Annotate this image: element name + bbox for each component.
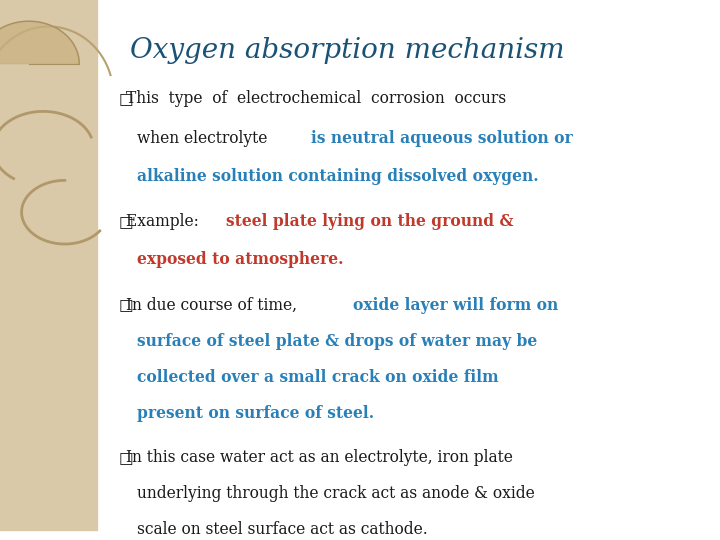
Text: □: □ [119, 449, 133, 466]
Text: underlying through the crack act as anode & oxide: underlying through the crack act as anod… [137, 485, 534, 502]
Text: alkaline solution containing dissolved oxygen.: alkaline solution containing dissolved o… [137, 168, 539, 185]
Text: □: □ [119, 213, 133, 230]
Text: present on surface of steel.: present on surface of steel. [137, 405, 374, 422]
Text: In due course of time,: In due course of time, [126, 296, 302, 314]
Bar [0, 0, 97, 530]
Text: □: □ [119, 90, 133, 107]
Text: This  type  of  electrochemical  corrosion  occurs: This type of electrochemical corrosion o… [126, 90, 506, 107]
Text: when electrolyte: when electrolyte [137, 130, 272, 147]
Text: is neutral aqueous solution or: is neutral aqueous solution or [311, 130, 573, 147]
Text: Oxygen absorption mechanism: Oxygen absorption mechanism [130, 37, 564, 64]
Text: steel plate lying on the ground &: steel plate lying on the ground & [226, 213, 514, 230]
Text: surface of steel plate & drops of water may be: surface of steel plate & drops of water … [137, 333, 537, 349]
Text: In this case water act as an electrolyte, iron plate: In this case water act as an electrolyte… [126, 449, 513, 466]
Polygon shape [0, 21, 79, 64]
Text: scale on steel surface act as cathode.: scale on steel surface act as cathode. [137, 521, 428, 538]
Text: oxide layer will form on: oxide layer will form on [353, 296, 558, 314]
Text: □: □ [119, 296, 133, 314]
Text: collected over a small crack on oxide film: collected over a small crack on oxide fi… [137, 369, 498, 386]
Text: exposed to atmosphere.: exposed to atmosphere. [137, 252, 343, 268]
Text: Example:: Example: [126, 213, 204, 230]
